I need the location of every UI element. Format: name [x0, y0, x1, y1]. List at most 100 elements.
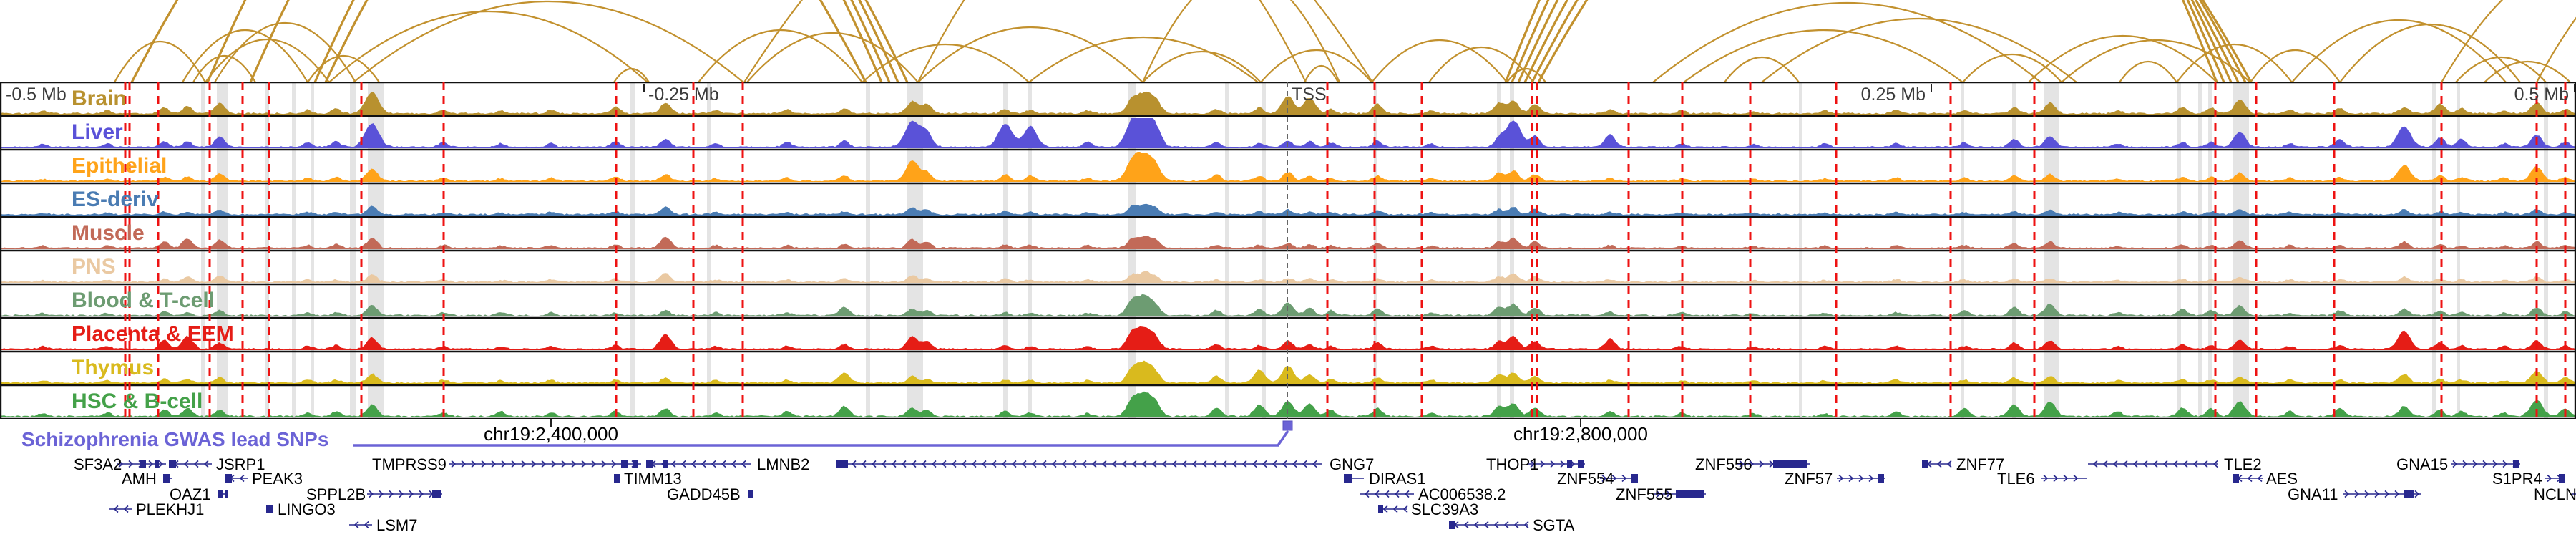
gene-strand-chevron	[691, 460, 696, 468]
gene-strand-chevron	[2344, 490, 2350, 498]
interaction-arc	[2339, 24, 2521, 82]
gene-strand-chevron	[1601, 474, 1607, 483]
gene-strand-chevron	[711, 460, 716, 468]
gene-strand-chevron	[1131, 460, 1137, 468]
gene-strand-chevron	[369, 490, 374, 498]
gene-strand-chevron	[1513, 521, 1519, 529]
gene-label: SF3A2	[74, 455, 122, 473]
gene-strand-chevron	[1181, 460, 1187, 468]
gene-strand-chevron	[1041, 460, 1047, 468]
gene-strand-chevron	[1868, 474, 1874, 483]
gene-label: SGTA	[1533, 516, 1575, 534]
gene-strand-chevron	[2102, 460, 2108, 468]
interaction-arc	[1523, 0, 2240, 82]
gene-strand-chevron	[2462, 460, 2468, 468]
gene-strand-chevron	[1292, 460, 1297, 468]
gene-exon	[836, 460, 848, 468]
gene-label: SLC39A3	[1411, 500, 1478, 518]
gene-label: TIMM13	[624, 470, 682, 488]
track-label-blood-t-cell: Blood & T-cell	[72, 289, 215, 312]
gene-strand-chevron	[379, 490, 384, 498]
interaction-arc	[2028, 35, 2218, 82]
interaction-arc	[192, 54, 256, 82]
gene-strand-chevron	[911, 460, 917, 468]
interaction-arc	[1141, 0, 1341, 82]
interaction-arc	[1652, 1, 2041, 82]
gene-label: TLE6	[1997, 470, 2035, 488]
gene-exon	[225, 474, 232, 483]
interaction-arc	[205, 38, 330, 82]
gene-strand-chevron	[2547, 474, 2552, 483]
gene-strand-chevron	[581, 460, 587, 468]
gene-strand-chevron	[1483, 521, 1489, 529]
gene-strand-chevron	[2063, 474, 2069, 483]
gene-strand-chevron	[203, 460, 209, 468]
gene-THOP1: THOP1	[1486, 455, 1585, 473]
interaction-arc	[114, 41, 206, 82]
gene-TLE6: TLE6	[1997, 470, 2087, 488]
gene-strand-chevron	[1530, 460, 1536, 468]
track-label-es-deriv: ES-deriv	[72, 188, 159, 211]
gene-exon	[1378, 505, 1383, 513]
gene-strand-chevron	[2202, 460, 2208, 468]
gene-label: AC006538.2	[1418, 485, 1506, 503]
gwas-lead-snps-label: Schizophrenia GWAS lead SNPs	[21, 428, 329, 450]
gene-strand-chevron	[1241, 460, 1247, 468]
gene-strand-chevron	[1621, 474, 1627, 483]
gene-exon	[1676, 490, 1704, 498]
gene-GADD45B: GADD45B	[667, 485, 753, 503]
interaction-arc	[2176, 43, 2293, 82]
gene-strand-chevron	[851, 460, 857, 468]
gene-strand-chevron	[1402, 505, 1408, 513]
gene-exon	[1344, 474, 1352, 483]
gene-strand-chevron	[1384, 490, 1390, 498]
gene-strand-chevron	[1001, 460, 1007, 468]
gene-NCLN: NCLN	[2534, 485, 2576, 503]
gene-strand-chevron	[1374, 490, 1380, 498]
gene-strand-chevron	[353, 521, 359, 529]
gene-exon	[614, 474, 620, 483]
gene-SGTA: SGTA	[1449, 516, 1575, 534]
axis-label-0.25-mb: 0.25 Mb	[1860, 84, 1926, 105]
gene-label: S1PR4	[2492, 470, 2542, 488]
gene-strand-chevron	[1503, 521, 1509, 529]
gene-strand-chevron	[1749, 460, 1755, 468]
gene-label: THOP1	[1486, 455, 1538, 473]
signal-track-epithelial	[0, 152, 2576, 182]
gene-DIRAS1: DIRAS1	[1344, 470, 1425, 488]
interaction-arc	[1962, 53, 2062, 82]
gene-strand-chevron	[2492, 460, 2498, 468]
interaction-arc	[862, 44, 1030, 82]
gene-exon	[1578, 460, 1584, 468]
gene-label: PLEKHJ1	[136, 500, 204, 518]
gene-strand-chevron	[521, 460, 527, 468]
gene-strand-chevron	[670, 460, 676, 468]
gene-label: DIRAS1	[1369, 470, 1425, 488]
interaction-arc	[307, 55, 380, 82]
track-label-pns: PNS	[72, 255, 116, 279]
gene-strand-chevron	[1091, 460, 1097, 468]
interaction-arc	[2484, 61, 2571, 82]
lead-snp-marker	[1282, 420, 1293, 431]
gene-label: ZNF77	[1956, 455, 2004, 473]
interaction-arc	[917, 26, 1143, 82]
gene-strand-chevron	[193, 460, 199, 468]
gene-strand-chevron	[1282, 460, 1287, 468]
interaction-arc	[2291, 19, 2507, 82]
gene-strand-chevron	[128, 460, 134, 468]
gene-strand-chevron	[481, 460, 487, 468]
gene-label: PEAK3	[252, 470, 303, 488]
gene-strand-chevron	[1550, 460, 1556, 468]
gene-strand-chevron	[399, 490, 404, 498]
gene-strand-chevron	[1111, 460, 1117, 468]
interaction-arc	[1304, 64, 1339, 82]
gene-SPPL2B: SPPL2B	[306, 485, 442, 503]
gene-strand-chevron	[1666, 490, 1672, 498]
gene-strand-chevron	[1523, 521, 1529, 529]
gene-strand-chevron	[680, 460, 686, 468]
gene-ZNF556: ZNF556	[1695, 455, 1810, 473]
gene-strand-chevron	[1394, 490, 1400, 498]
interaction-arc	[2061, 39, 2251, 82]
gene-strand-chevron	[2142, 460, 2148, 468]
